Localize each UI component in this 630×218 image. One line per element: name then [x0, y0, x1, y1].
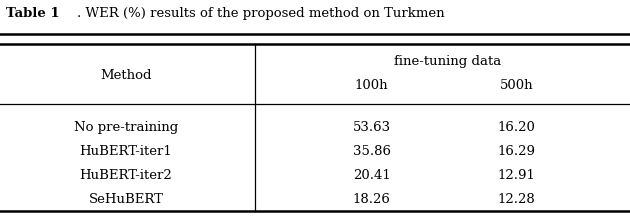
Text: 16.29: 16.29: [498, 145, 536, 158]
Text: 12.28: 12.28: [498, 193, 536, 206]
Text: SeHuBERT: SeHuBERT: [89, 193, 163, 206]
Text: 100h: 100h: [355, 78, 389, 92]
Text: Method: Method: [100, 69, 152, 82]
Text: 53.63: 53.63: [353, 121, 391, 134]
Text: 12.91: 12.91: [498, 169, 536, 182]
Text: 20.41: 20.41: [353, 169, 391, 182]
Text: fine-tuning data: fine-tuning data: [394, 54, 501, 68]
Text: 35.86: 35.86: [353, 145, 391, 158]
Text: No pre-training: No pre-training: [74, 121, 178, 134]
Text: . WER (%) results of the proposed method on Turkmen: . WER (%) results of the proposed method…: [77, 7, 445, 20]
Text: 18.26: 18.26: [353, 193, 391, 206]
Text: HuBERT-iter2: HuBERT-iter2: [79, 169, 173, 182]
Text: 16.20: 16.20: [498, 121, 536, 134]
Text: 500h: 500h: [500, 78, 534, 92]
Text: Table 1: Table 1: [6, 7, 60, 20]
Text: HuBERT-iter1: HuBERT-iter1: [79, 145, 173, 158]
